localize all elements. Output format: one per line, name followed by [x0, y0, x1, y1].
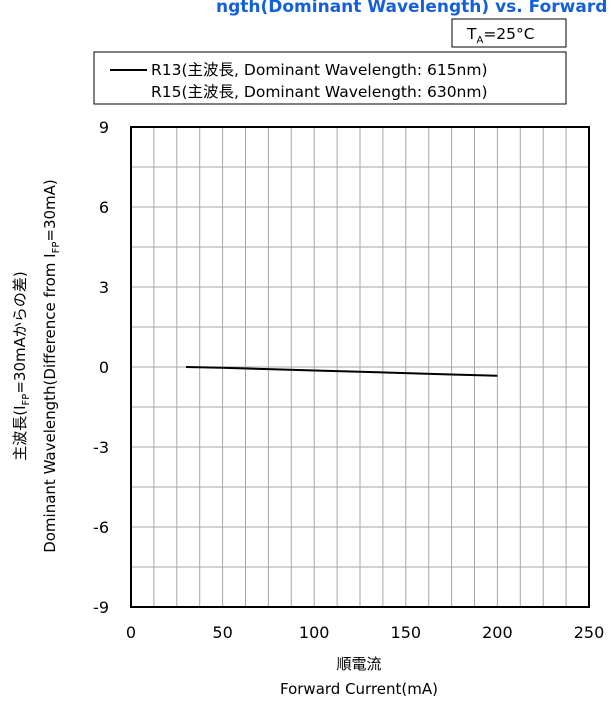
grid	[131, 127, 589, 607]
y-tick-label: -6	[93, 518, 109, 537]
legend-box	[93, 51, 567, 105]
y-tick-label: 3	[99, 278, 109, 297]
x-tick-label: 0	[126, 623, 136, 642]
series-group	[185, 366, 498, 377]
y-tick-label: 9	[99, 118, 109, 137]
y-tick-label: -9	[93, 598, 109, 617]
x-tick-label: 250	[574, 623, 605, 642]
y-tick-label: -3	[93, 438, 109, 457]
plot-frame	[130, 126, 590, 608]
legend-entry-r15: R15(主波長, Dominant Wavelength: 630nm)	[151, 83, 488, 101]
chart-title: ngth(Dominant Wavelength) vs. Forward Cu…	[216, 0, 611, 17]
legend-entry-r13: R13(主波長, Dominant Wavelength: 615nm)	[151, 61, 488, 79]
y-tick-label: 0	[99, 358, 109, 377]
series-line-0	[185, 366, 498, 377]
x-tick-label: 100	[299, 623, 330, 642]
y-axis-title-jp: 主波長(IFP=30mAからの差)	[11, 271, 32, 460]
x-tick-label: 200	[482, 623, 513, 642]
tick-labels: 0 50 100 150 200 250 9 6 3 0 -3 -6 -9	[93, 118, 604, 642]
x-axis-title-en: Forward Current(mA)	[280, 680, 438, 698]
x-tick-label: 150	[391, 623, 422, 642]
condition-box	[451, 18, 567, 48]
condition-label: TA=25°C	[466, 25, 535, 46]
y-axis-title-en: Dominant Wavelength(Difference from IFP=…	[41, 179, 62, 553]
x-tick-label: 50	[212, 623, 232, 642]
y-tick-label: 6	[99, 198, 109, 217]
x-axis-title-jp: 順電流	[336, 655, 381, 673]
